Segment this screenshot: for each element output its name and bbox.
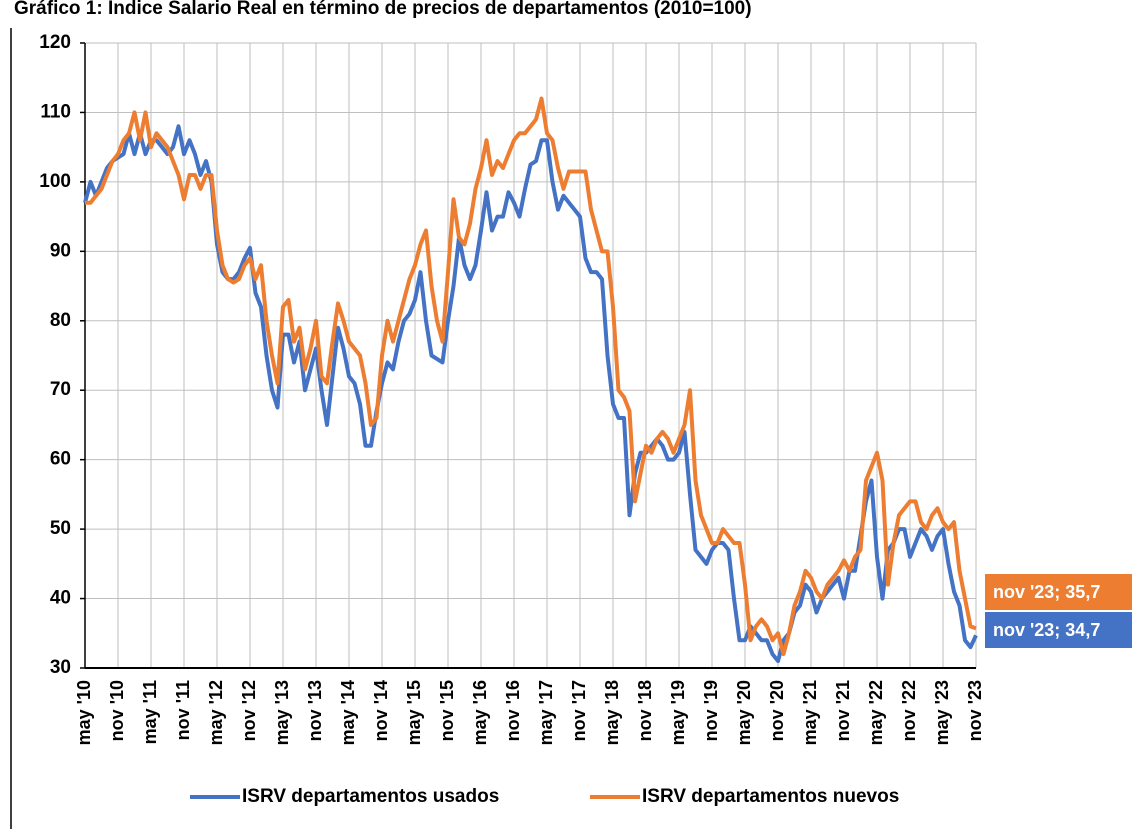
x-tick-label: nov '17 bbox=[569, 680, 589, 741]
x-tick-label: nov '20 bbox=[767, 680, 787, 741]
x-tick-label: nov '10 bbox=[107, 680, 127, 741]
x-tick-label: may '16 bbox=[470, 680, 490, 745]
label-box bbox=[985, 612, 1132, 648]
y-tick-label: 90 bbox=[50, 240, 71, 261]
y-tick-label: 120 bbox=[39, 32, 71, 53]
y-tick-label: 80 bbox=[50, 310, 71, 331]
data-label: nov '23; 35,7 bbox=[993, 582, 1100, 602]
data-label: nov '23; 34,7 bbox=[993, 620, 1100, 640]
x-tick-label: nov '11 bbox=[173, 680, 193, 740]
x-tick-label: nov '16 bbox=[503, 680, 523, 741]
x-tick-label: nov '13 bbox=[305, 680, 325, 741]
y-tick-label: 110 bbox=[40, 101, 71, 122]
x-tick-label: may '17 bbox=[536, 680, 556, 745]
x-tick-label: may '18 bbox=[602, 680, 622, 745]
x-tick-label: may '22 bbox=[866, 680, 886, 745]
x-tick-label: may '20 bbox=[734, 680, 754, 745]
y-tick-label: 30 bbox=[50, 657, 71, 678]
label-box bbox=[985, 574, 1132, 610]
y-tick-label: 40 bbox=[50, 588, 71, 609]
y-tick-label: 100 bbox=[39, 171, 71, 192]
x-tick-label: may '12 bbox=[206, 680, 226, 745]
y-tick-label: 60 bbox=[50, 449, 71, 470]
x-tick-label: may '15 bbox=[404, 680, 424, 745]
legend-label: ISRV departamentos usados bbox=[242, 786, 499, 807]
x-tick-label: nov '21 bbox=[833, 680, 853, 741]
x-tick-label: may '23 bbox=[932, 680, 952, 745]
x-tick-label: nov '18 bbox=[635, 680, 655, 741]
x-tick-label: may '11 bbox=[140, 680, 160, 744]
series-line bbox=[85, 96, 977, 657]
y-tick-label: 70 bbox=[50, 379, 71, 400]
chart-title: Gráfico 1: Índice Salario Real en términ… bbox=[14, 0, 752, 19]
x-tick-label: nov '23 bbox=[965, 680, 985, 741]
x-tick-label: nov '19 bbox=[701, 680, 721, 741]
x-tick-label: nov '15 bbox=[437, 680, 457, 741]
x-tick-label: may '13 bbox=[272, 680, 292, 745]
series-line bbox=[83, 124, 978, 664]
x-tick-label: may '14 bbox=[338, 680, 358, 745]
x-tick-label: may '19 bbox=[668, 680, 688, 745]
x-tick-label: nov '22 bbox=[899, 680, 919, 741]
x-tick-label: nov '14 bbox=[371, 680, 391, 741]
x-tick-label: may '10 bbox=[74, 680, 94, 745]
x-tick-label: may '21 bbox=[800, 680, 820, 745]
y-tick-label: 50 bbox=[50, 518, 71, 539]
x-tick-label: nov '12 bbox=[239, 680, 259, 741]
legend-label: ISRV departamentos nuevos bbox=[642, 786, 899, 807]
